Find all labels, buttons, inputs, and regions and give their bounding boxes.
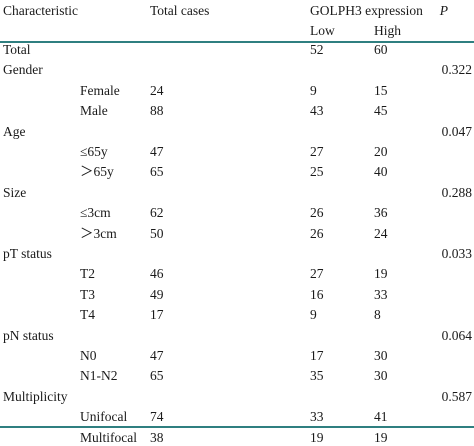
row-high: 20: [374, 144, 388, 159]
header-high: High: [374, 23, 401, 38]
group-label: Multiplicity: [3, 388, 68, 404]
total-low: 52: [310, 42, 324, 57]
row-low: 9: [310, 307, 317, 323]
row-label: ≤65y: [80, 144, 108, 159]
row-low: 9: [310, 82, 317, 98]
row-total: 24: [150, 82, 164, 98]
row-low: 27: [310, 266, 324, 282]
group-label: Gender: [3, 62, 43, 78]
group-label: Size: [3, 184, 27, 200]
row-low: 25: [310, 164, 324, 180]
group-p-value: 0.322: [441, 62, 472, 78]
row-label: Male: [80, 103, 108, 119]
group-label: pT status: [3, 246, 52, 261]
header-p: P: [439, 3, 448, 18]
row-low: 17: [310, 348, 324, 363]
row-label: T4: [80, 307, 95, 323]
row-high: 19: [374, 266, 388, 282]
row-total: 74: [150, 409, 164, 425]
row-high: 19: [374, 429, 388, 445]
row-label: Multifocal: [80, 429, 137, 445]
row-total: 17: [150, 307, 164, 323]
group-p-value: 0.288: [441, 184, 472, 200]
row-high: 36: [374, 205, 388, 221]
bottom-rule: [0, 426, 474, 428]
row-total: 49: [150, 286, 164, 302]
row-high: 45: [374, 103, 388, 119]
row-high: 30: [374, 368, 388, 384]
group-p-value: 0.047: [441, 123, 472, 139]
row-label: T2: [80, 266, 95, 282]
header-low: Low: [310, 23, 335, 38]
total-high: 60: [374, 42, 388, 57]
row-low: 43: [310, 103, 324, 119]
row-high: 24: [374, 225, 388, 241]
row-low: 33: [310, 409, 324, 425]
group-p-value: 0.064: [441, 327, 472, 343]
header-total-cases: Total cases: [150, 3, 210, 18]
row-total: 50: [150, 225, 164, 241]
row-high: 33: [374, 286, 388, 302]
row-total: 62: [150, 205, 164, 221]
group-p-value: 0.033: [441, 246, 472, 261]
group-label: Age: [3, 123, 26, 139]
group-p-value: 0.587: [441, 388, 472, 404]
row-high: 15: [374, 82, 388, 98]
row-label: Female: [80, 82, 120, 98]
row-high: 40: [374, 164, 388, 180]
header-characteristic: Characteristic: [3, 3, 78, 18]
row-low: 35: [310, 368, 324, 384]
row-label: ＞65y: [80, 164, 114, 180]
row-label: Unifocal: [80, 409, 128, 425]
row-total: 38: [150, 429, 164, 445]
row-label: ＞3cm: [80, 225, 117, 241]
row-label: T3: [80, 286, 95, 302]
header-golph3-expression: GOLPH3 expression: [310, 3, 423, 18]
total-label: Total: [3, 42, 31, 57]
row-low: 16: [310, 286, 324, 302]
row-label: N1-N2: [80, 368, 118, 384]
row-label: N0: [80, 348, 97, 363]
row-high: 8: [374, 307, 381, 323]
row-total: 65: [150, 164, 164, 180]
row-high: 30: [374, 348, 388, 363]
header-rule: [0, 41, 474, 43]
row-total: 47: [150, 348, 164, 363]
row-total: 88: [150, 103, 164, 119]
row-low: 19: [310, 429, 324, 445]
row-high: 41: [374, 409, 388, 425]
row-total: 47: [150, 144, 164, 159]
row-low: 26: [310, 225, 324, 241]
row-total: 65: [150, 368, 164, 384]
row-total: 46: [150, 266, 164, 282]
row-low: 26: [310, 205, 324, 221]
row-label: ≤3cm: [80, 205, 111, 221]
group-label: pN status: [3, 327, 54, 343]
row-low: 27: [310, 144, 324, 159]
